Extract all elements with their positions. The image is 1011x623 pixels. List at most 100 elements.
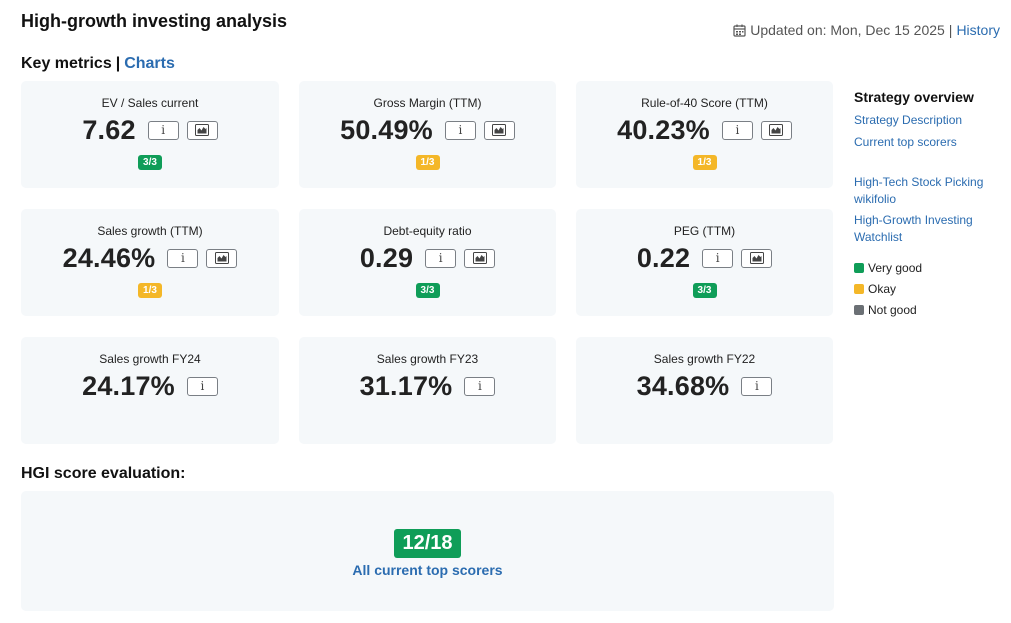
metric-card: Gross Margin (TTM) 50.49% i 1/3: [299, 81, 556, 188]
metric-value: 24.46%: [62, 242, 156, 273]
chart-button[interactable]: [464, 248, 496, 268]
metric-label: Sales growth (TTM): [97, 224, 203, 238]
info-button[interactable]: i: [721, 120, 753, 140]
metric-label: Sales growth FY24: [99, 352, 201, 366]
info-icon: i: [180, 251, 185, 265]
info-icon: i: [735, 123, 740, 137]
strategy-overview-title: Strategy overview: [854, 89, 974, 105]
chart-button[interactable]: [483, 120, 515, 140]
chart-icon: [472, 252, 487, 264]
strategy-description-link[interactable]: Strategy Description: [854, 113, 963, 127]
updated-info: Updated on: Mon, Dec 15 2025 | History: [733, 22, 1000, 38]
key-metrics-separator: |: [115, 55, 121, 72]
metric-value: 7.62: [82, 114, 136, 145]
metric-value: 24.17%: [82, 370, 175, 401]
all-top-scorers-link[interactable]: All current top scorers: [352, 562, 503, 578]
metric-value: 34.68%: [636, 370, 730, 401]
hgi-score-box: 12/18 All current top scorers: [21, 491, 834, 611]
metric-value: 40.23%: [617, 114, 710, 145]
info-icon: i: [200, 379, 205, 393]
info-button[interactable]: i: [444, 120, 476, 140]
metric-label: Gross Margin (TTM): [373, 96, 482, 110]
current-top-scorers-link[interactable]: Current top scorers: [854, 135, 957, 149]
metric-card: Sales growth FY24 24.17% i: [21, 337, 279, 444]
chart-button[interactable]: [741, 248, 773, 268]
hgi-score-badge: 12/18: [394, 529, 461, 558]
info-icon: i: [458, 123, 463, 137]
info-button[interactable]: i: [702, 248, 734, 268]
chart-icon: [492, 124, 507, 136]
charts-link[interactable]: Charts: [124, 55, 175, 72]
metric-value-row: 50.49% i: [299, 114, 556, 146]
legend: Very good Okay Not good: [854, 257, 1004, 320]
metric-label: Rule-of-40 Score (TTM): [641, 96, 768, 110]
metric-value: 0.22: [636, 242, 691, 273]
metric-label: Sales growth FY23: [376, 352, 479, 366]
hgi-heading: HGI score evaluation:: [21, 465, 186, 482]
key-metrics-title: Key metrics: [21, 55, 112, 72]
metric-value: 31.17%: [359, 370, 453, 401]
legend-label: Okay: [868, 281, 897, 296]
info-icon: i: [477, 379, 482, 393]
metric-card: Sales growth FY22 34.68% i: [576, 337, 833, 444]
metric-value: 0.29: [359, 242, 414, 273]
chart-button[interactable]: [186, 120, 218, 140]
info-button[interactable]: i: [464, 376, 496, 396]
info-icon: i: [438, 251, 443, 265]
metric-label: Sales growth FY22: [653, 352, 756, 366]
info-icon: i: [715, 251, 720, 265]
chart-button[interactable]: [206, 248, 238, 268]
info-icon: i: [161, 123, 166, 137]
metric-value-row: 7.62 i: [21, 114, 279, 146]
metric-value-row: 34.68% i: [576, 370, 833, 402]
info-button[interactable]: i: [147, 120, 179, 140]
metric-label: EV / Sales current: [101, 96, 199, 110]
watchlist-link[interactable]: High-Growth Investing Watchlist: [854, 213, 973, 244]
rating-badge: 3/3: [692, 283, 717, 298]
rating-badge: 1/3: [692, 155, 717, 170]
rating-badge: 3/3: [415, 283, 440, 298]
metric-value-row: 0.29 i: [299, 242, 556, 274]
metric-value: 50.49%: [340, 114, 433, 145]
rating-badge: 1/3: [415, 155, 440, 170]
legend-swatch: [854, 262, 864, 273]
legend-swatch: [854, 283, 864, 294]
updated-label: Updated on: Mon, Dec 15 2025: [750, 22, 945, 38]
metric-card: Debt-equity ratio 0.29 i 3/3: [299, 209, 556, 316]
metric-value-row: 31.17% i: [299, 370, 556, 402]
chart-icon: [214, 252, 229, 264]
history-link[interactable]: History: [956, 22, 1000, 38]
legend-label: Very good: [868, 260, 923, 275]
key-metrics-heading: Key metrics | Charts: [21, 55, 175, 73]
metric-value-row: 24.17% i: [21, 370, 279, 402]
info-button[interactable]: i: [186, 376, 218, 396]
metric-label: PEG (TTM): [673, 224, 736, 238]
metric-card: Sales growth FY23 31.17% i: [299, 337, 556, 444]
metric-card: EV / Sales current 7.62 i 3/3: [21, 81, 279, 188]
chart-icon: [769, 124, 784, 136]
metric-card: Sales growth (TTM) 24.46% i 1/3: [21, 209, 279, 316]
legend-item-not-good: Not good: [854, 299, 1004, 320]
info-button[interactable]: i: [741, 376, 773, 396]
metric-card: Rule-of-40 Score (TTM) 40.23% i 1/3: [576, 81, 833, 188]
strategy-sidebar: Strategy overview Strategy Description C…: [854, 89, 1004, 320]
calendar-icon: [733, 24, 746, 37]
metric-value-row: 24.46% i: [21, 242, 279, 274]
metric-value-row: 0.22 i: [576, 242, 833, 274]
page-title: High-growth investing analysis: [21, 11, 288, 31]
metric-value-row: 40.23% i: [576, 114, 833, 146]
metric-label: Debt-equity ratio: [383, 224, 472, 238]
rating-badge: 3/3: [138, 155, 162, 170]
info-button[interactable]: i: [167, 248, 199, 268]
info-icon: i: [754, 379, 759, 393]
legend-item-okay: Okay: [854, 278, 1004, 299]
legend-label: Not good: [868, 302, 917, 317]
chart-icon: [749, 252, 764, 264]
metrics-grid: EV / Sales current 7.62 i 3/3 Gross Margin (…: [21, 81, 834, 444]
wikifolio-link[interactable]: High-Tech Stock Picking wikifolio: [854, 175, 984, 206]
rating-badge: 1/3: [138, 283, 162, 298]
info-button[interactable]: i: [425, 248, 457, 268]
metric-card: PEG (TTM) 0.22 i 3/3: [576, 209, 833, 316]
chart-button[interactable]: [760, 120, 792, 140]
legend-swatch: [854, 304, 864, 315]
